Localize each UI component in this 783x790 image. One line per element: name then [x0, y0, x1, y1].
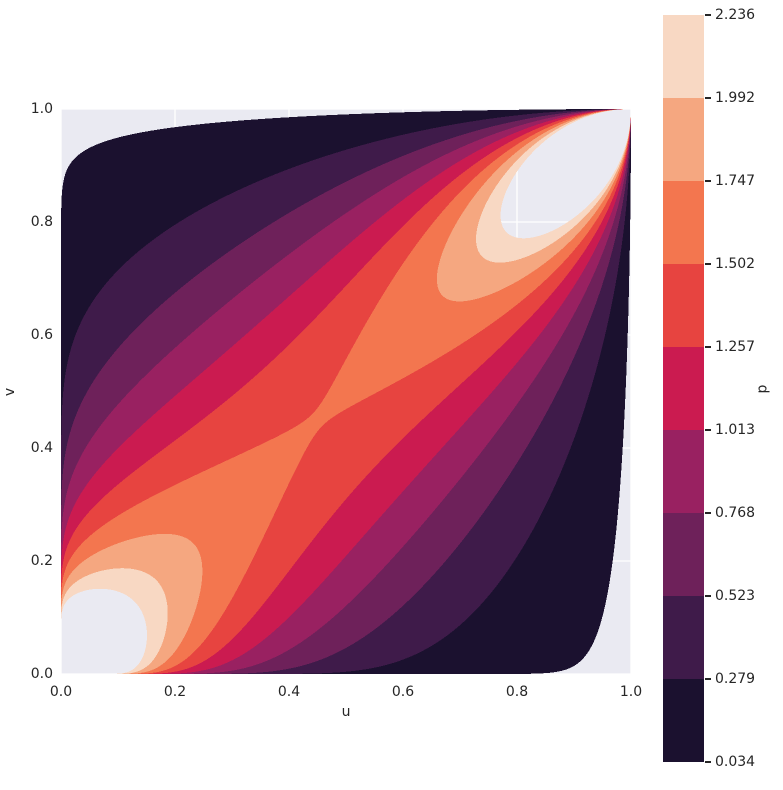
colorbar-band — [663, 98, 704, 181]
x-tick-label: 0.0 — [49, 684, 73, 700]
y-tick-label: 0.4 — [30, 440, 53, 456]
colorbar-tick-label: 0.279 — [715, 671, 756, 687]
colorbar-tick-label: 0.034 — [715, 754, 756, 770]
x-tick-label: 1.0 — [619, 684, 643, 700]
contour-plot-area — [61, 109, 631, 674]
y-tick-label: 0.2 — [30, 553, 53, 569]
colorbar — [663, 15, 704, 762]
colorbar-tick-mark — [705, 14, 711, 16]
colorbar-band — [663, 15, 704, 98]
colorbar-band — [663, 430, 704, 513]
colorbar-tick-label: 1.502 — [715, 256, 756, 272]
colorbar-tick-label: 1.257 — [715, 339, 756, 355]
colorbar-band — [663, 264, 704, 347]
colorbar-band — [663, 513, 704, 596]
x-tick-label: 0.8 — [505, 684, 529, 700]
colorbar-band — [663, 596, 704, 679]
colorbar-tick-label: 2.236 — [715, 7, 756, 23]
colorbar-tick-label: 1.992 — [715, 90, 756, 106]
x-axis-label: u — [341, 704, 351, 720]
colorbar-tick-mark — [705, 263, 711, 265]
y-tick-label: 0.6 — [30, 327, 53, 343]
colorbar-band — [663, 181, 704, 264]
colorbar-tick-mark — [705, 429, 711, 431]
colorbar-tick-mark — [705, 346, 711, 348]
colorbar-label: p — [754, 384, 771, 393]
colorbar-tick-mark — [705, 595, 711, 597]
colorbar-tick-mark — [705, 512, 711, 514]
colorbar-tick-label: 0.768 — [715, 505, 756, 521]
y-tick-label: 0.0 — [30, 666, 53, 682]
colorbar-tick-mark — [705, 678, 711, 680]
colorbar-tick-label: 1.747 — [715, 173, 756, 189]
colorbar-tick-mark — [705, 97, 711, 99]
x-tick-label: 0.6 — [391, 684, 415, 700]
x-tick-label: 0.2 — [163, 684, 187, 700]
colorbar-band — [663, 347, 704, 430]
y-axis-label: v — [2, 387, 19, 396]
x-tick-label: 0.4 — [277, 684, 301, 700]
colorbar-band — [663, 679, 704, 762]
y-tick-label: 1.0 — [30, 101, 53, 117]
y-tick-label: 0.8 — [30, 214, 53, 230]
colorbar-tick-mark — [705, 761, 711, 763]
colorbar-tick-label: 0.523 — [715, 588, 756, 604]
colorbar-tick-mark — [705, 180, 711, 182]
colorbar-tick-label: 1.013 — [715, 422, 756, 438]
